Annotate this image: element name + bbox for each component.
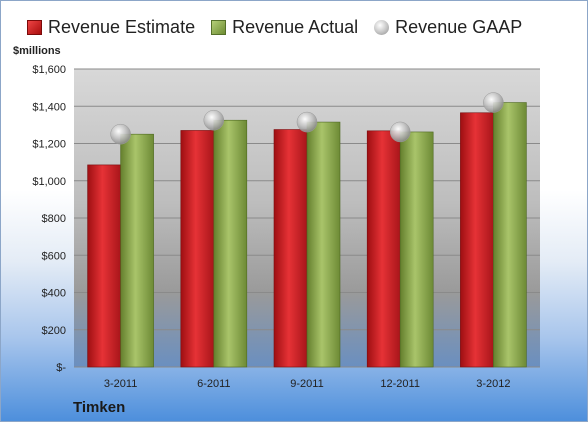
bar-revenue-estimate (87, 164, 121, 368)
bar-revenue-estimate (273, 129, 308, 368)
bar-revenue-actual (306, 121, 341, 368)
marker-revenue-gaap (483, 92, 504, 113)
y-axis-unit-label: $millions (13, 45, 61, 57)
y-tick-label: $200 (42, 325, 66, 337)
x-axis-ticks: 3-2011 6-2011 9-2011 12-2011 3-2012 (104, 378, 511, 390)
x-tick-label: 12-2011 (380, 378, 420, 390)
x-tick-label: 9-2011 (290, 378, 323, 390)
legend-item-gaap: Revenue GAAP (374, 17, 522, 38)
legend-swatch-gaap (374, 20, 390, 35)
legend-swatch-actual (211, 20, 227, 35)
legend-label-actual: Revenue Actual (232, 17, 359, 37)
y-tick-label: $400 (42, 288, 66, 300)
y-axis-ticks: $- $200 $400 $600 $800 $1,000 $1,200 $1,400 $1,6… (32, 64, 66, 374)
marker-revenue-gaap (110, 123, 131, 145)
bars (87, 102, 527, 368)
legend-swatch-estimate (27, 20, 42, 35)
legend-item-actual: Revenue Actual (211, 17, 358, 38)
legend-item-estimate: Revenue Estimate (27, 17, 195, 38)
bar-revenue-actual (399, 131, 434, 368)
gaap-markers (110, 92, 504, 145)
marker-revenue-gaap (203, 109, 225, 131)
y-tick-label: $1,600 (32, 64, 66, 76)
y-tick-label: $600 (42, 250, 66, 262)
y-tick-label: $800 (42, 213, 66, 225)
y-tick-label: $1,000 (32, 176, 66, 188)
marker-revenue-gaap (296, 111, 318, 133)
bar-revenue-estimate (366, 130, 401, 368)
x-tick-label: 3-2012 (476, 378, 510, 390)
company-name: Timken (73, 399, 126, 416)
bar-revenue-actual (213, 119, 248, 368)
bar-revenue-estimate (460, 112, 494, 368)
marker-revenue-gaap (389, 121, 411, 143)
bar-revenue-estimate (180, 130, 215, 368)
y-tick-label: $1,200 (32, 139, 66, 151)
legend-label-estimate: Revenue Estimate (48, 17, 196, 37)
x-tick-label: 6-2011 (197, 378, 230, 390)
legend: Revenue Estimate Revenue Actual Revenue … (27, 17, 522, 38)
legend-label-gaap: Revenue GAAP (395, 17, 523, 37)
bar-revenue-actual (120, 133, 154, 368)
y-tick-label: $1,400 (32, 101, 66, 113)
x-tick-label: 3-2011 (104, 378, 137, 390)
bar-revenue-actual (493, 102, 527, 368)
y-tick-label: $- (56, 362, 66, 374)
